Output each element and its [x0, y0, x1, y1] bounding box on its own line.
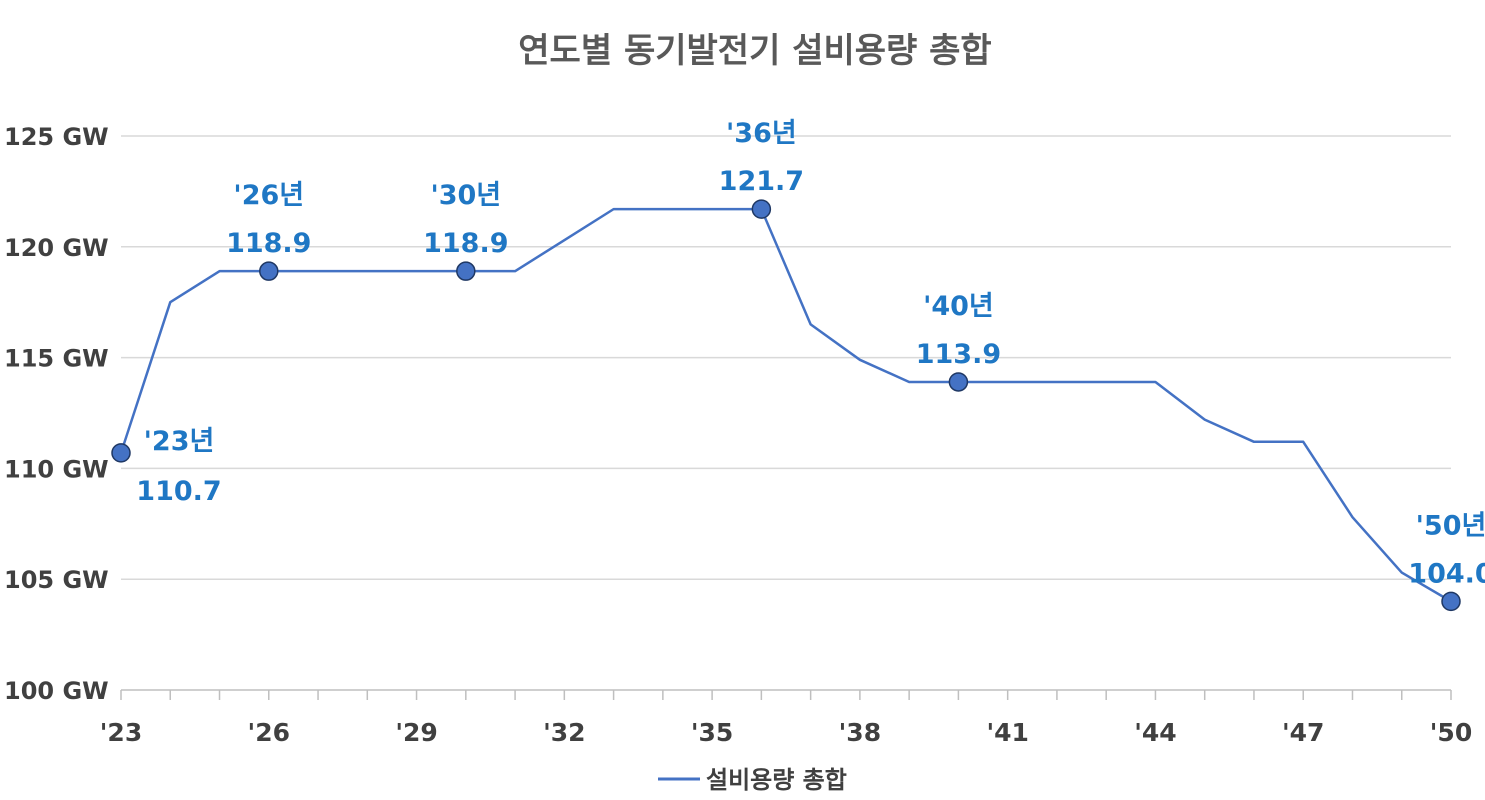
value-annotation: 110.7: [136, 476, 221, 507]
value-annotation: 113.9: [916, 339, 1001, 370]
y-tick-label: 125 GW: [4, 123, 109, 151]
data-point-marker: [456, 261, 476, 281]
year-annotation: '30년: [430, 180, 501, 211]
x-tick-label: '50: [1430, 718, 1472, 747]
x-tick-label: '23: [100, 718, 142, 747]
year-annotation: '40년: [923, 291, 994, 322]
y-tick-label: 105 GW: [4, 566, 109, 594]
value-annotation: 118.9: [423, 228, 508, 259]
x-tick-label: '32: [543, 718, 585, 747]
data-point-marker: [111, 443, 131, 463]
year-annotation: '23년: [144, 426, 215, 457]
chart-title: 연도별 동기발전기 설비용량 총합: [518, 31, 991, 71]
series-line-group: [119, 207, 1452, 603]
value-annotation: 118.9: [226, 228, 311, 259]
data-point-marker: [751, 199, 772, 219]
data-point-marker: [948, 372, 969, 392]
gridlines: [121, 135, 1451, 580]
x-tick-label: '35: [691, 718, 733, 747]
value-annotation: 121.7: [719, 166, 804, 197]
legend: 설비용량 총합: [658, 766, 847, 794]
y-tick-label: 115 GW: [4, 345, 109, 373]
data-point-marker: [259, 261, 279, 281]
x-axis: '23 '26 '29 '32 '35 '38 '41 '44 '47 '50: [100, 689, 1472, 747]
x-tick-label: '29: [395, 718, 437, 747]
x-tick-label: '26: [248, 718, 290, 747]
y-axis-ticks: 100 GW 105 GW 110 GW 115 GW 120 GW 125 GW: [4, 123, 109, 705]
x-tick-label: '47: [1282, 718, 1324, 747]
year-annotation: '50년: [1416, 510, 1485, 541]
year-annotation: '36년: [726, 118, 797, 149]
data-point-marker: [1441, 591, 1461, 612]
value-annotation: 104.0: [1408, 558, 1485, 589]
y-tick-label: 110 GW: [4, 455, 109, 483]
highlight-markers: [111, 199, 1461, 612]
legend-label: 설비용량 총합: [706, 766, 847, 794]
x-tick-label: '38: [839, 718, 881, 747]
y-tick-label: 120 GW: [4, 234, 109, 262]
data-annotations: '23년 110.7 '26년 118.9 '30년 118.9 '36년 121.7 '40년…: [136, 118, 1485, 589]
y-tick-label: 100 GW: [4, 677, 109, 705]
x-tick-label: '44: [1134, 718, 1176, 747]
series-line: [119, 207, 1452, 603]
x-tick-label: '41: [986, 718, 1028, 747]
year-annotation: '26년: [233, 180, 304, 211]
